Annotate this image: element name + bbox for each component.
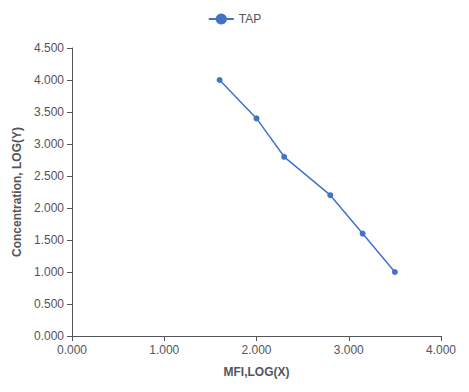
svg-text:1.000: 1.000 bbox=[149, 343, 179, 357]
svg-text:4.000: 4.000 bbox=[34, 73, 64, 87]
svg-text:3.000: 3.000 bbox=[34, 137, 64, 151]
svg-text:4.500: 4.500 bbox=[34, 41, 64, 55]
svg-text:2.000: 2.000 bbox=[241, 343, 271, 357]
svg-text:2.500: 2.500 bbox=[34, 169, 64, 183]
svg-text:MFI,LOG(X): MFI,LOG(X) bbox=[224, 365, 290, 379]
svg-text:TAP: TAP bbox=[239, 12, 261, 26]
svg-text:4.000: 4.000 bbox=[426, 343, 456, 357]
svg-text:0.000: 0.000 bbox=[34, 329, 64, 343]
svg-text:1.000: 1.000 bbox=[34, 265, 64, 279]
svg-text:Concentration, LOG(Y): Concentration, LOG(Y) bbox=[10, 127, 24, 257]
svg-text:1.500: 1.500 bbox=[34, 233, 64, 247]
svg-text:3.500: 3.500 bbox=[34, 105, 64, 119]
svg-text:0.000: 0.000 bbox=[57, 343, 87, 357]
svg-text:0.500: 0.500 bbox=[34, 297, 64, 311]
svg-text:2.000: 2.000 bbox=[34, 201, 64, 215]
svg-text:3.000: 3.000 bbox=[334, 343, 364, 357]
